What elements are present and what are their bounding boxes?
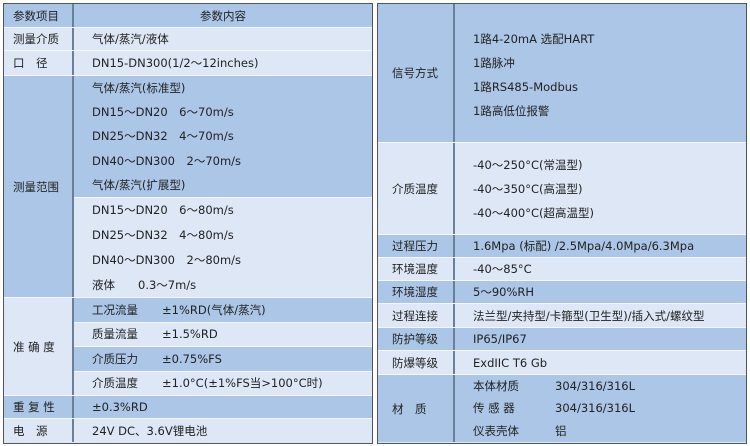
value: 24V DC、3.6V锂电池 <box>92 423 208 438</box>
value: 铝 <box>555 423 567 438</box>
row-power: 电 源 24V DC、3.6V锂电池 <box>4 419 372 442</box>
row-connection: 过程连接 法兰型/夹持型/卡箍型(卫生型)/插入式/螺纹型 <box>378 304 746 328</box>
value: ±0.75%FS <box>162 351 222 366</box>
label: 环境湿度 <box>378 281 455 303</box>
label: 过程压力 <box>378 235 455 257</box>
value: ±1.0°C(±1%FS当>100°C时) <box>162 376 323 391</box>
row-protection: 防护等级 IP65/IP67 <box>378 328 746 351</box>
value: ExdIIC T6 Gb <box>473 355 548 370</box>
value: 气体/蒸汽(标准型) <box>92 81 186 96</box>
row-signal: 信号方式 1路4-20mA 选配HART 1路脉冲 1路RS485-Modbus… <box>378 4 746 143</box>
value: -40～350°C(高温型) <box>473 181 583 196</box>
value: ±1%RD(气体/蒸汽) <box>162 302 266 317</box>
label: 材 质 <box>378 375 455 442</box>
value: 气体/蒸汽(扩展型) <box>92 177 186 192</box>
spec-table-right: 信号方式 1路4-20mA 选配HART 1路脉冲 1路RS485-Modbus… <box>377 3 747 444</box>
row-env-temp: 环境温度 -40～85°C <box>378 258 746 281</box>
label: 信号方式 <box>378 4 455 142</box>
label: 重 复 性 <box>4 396 74 418</box>
label: 环境温度 <box>378 258 455 280</box>
label: 测量范围 <box>4 76 74 297</box>
key: 质量流量 <box>92 327 138 342</box>
value: 1路RS485-Modbus <box>473 80 579 94</box>
value: DN25～DN32 4～80m/s <box>92 228 234 243</box>
label: 测量介质 <box>4 28 74 50</box>
value: DN15～DN20 6～70m/s <box>92 105 234 120</box>
value: -40～85°C <box>473 262 532 276</box>
row-repeatability: 重 复 性 ±0.3%RD <box>4 396 372 419</box>
header-content: 参数内容 <box>200 8 246 23</box>
key: 介质温度 <box>92 376 138 391</box>
value: ±0.3%RD <box>92 400 148 414</box>
key: 仪表壳体 <box>473 423 519 438</box>
value: 5～90%RH <box>473 285 535 299</box>
row-explosion: 防爆等级 ExdIIC T6 Gb <box>378 351 746 375</box>
value: 1路高低位报警 <box>473 104 550 118</box>
spec-table-left: 参数项目 参数内容 测量介质 气体/蒸汽/液体 口 径 DN15-DN300(1… <box>3 3 373 444</box>
value: 气体/蒸汽/液体 <box>92 32 169 46</box>
value: DN15-DN300(1/2～12inches) <box>92 56 259 70</box>
row-material: 材 质 本体材质 304/316/316L 传 感 器 304/316/316L 仪… <box>378 375 746 442</box>
label: 准 确 度 <box>4 298 74 395</box>
label: 防护等级 <box>378 328 455 350</box>
header-row: 参数项目 参数内容 <box>4 4 372 28</box>
label: 过程连接 <box>378 304 455 327</box>
value: DN40～DN300 2～70m/s <box>92 153 242 168</box>
row-range: 测量范围 气体/蒸汽(标准型) DN15～DN20 6～70m/s DN25～D… <box>4 76 372 298</box>
label: 电 源 <box>4 419 74 442</box>
row-env-humidity: 环境湿度 5～90%RH <box>378 281 746 304</box>
key: 传 感 器 <box>473 401 515 416</box>
label: 介质温度 <box>378 143 455 234</box>
row-medium-temp: 介质温度 -40～250°C(常温型) -40～350°C(高温型) -40～4… <box>378 143 746 235</box>
value: 法兰型/夹持型/卡箍型(卫生型)/插入式/螺纹型 <box>473 308 705 323</box>
row-bore: 口 径 DN15-DN300(1/2～12inches) <box>4 51 372 76</box>
value: -40～400°C(超高温型) <box>473 205 594 220</box>
value: IP65/IP67 <box>473 332 527 346</box>
value: ±1.5%RD <box>162 327 218 342</box>
value: DN15～DN20 6～80m/s <box>92 203 234 218</box>
header-item: 参数项目 <box>4 4 74 27</box>
value: -40～250°C(常温型) <box>473 157 583 172</box>
label: 防爆等级 <box>378 351 455 374</box>
row-pressure: 过程压力 1.6Mpa (标配) /2.5Mpa/4.0Mpa/6.3Mpa <box>378 235 746 258</box>
value: 液体 0.3～7m/s <box>92 277 197 292</box>
value: DN25～DN32 4～70m/s <box>92 129 234 144</box>
value: 304/316/316L <box>555 401 636 416</box>
value: 304/316/316L <box>555 379 636 394</box>
label: 口 径 <box>4 51 74 75</box>
value: DN40～DN300 2～80m/s <box>92 252 242 267</box>
value: 1路脉冲 <box>473 56 515 70</box>
key: 介质压力 <box>92 351 138 366</box>
row-medium: 测量介质 气体/蒸汽/液体 <box>4 28 372 51</box>
key: 工况流量 <box>92 302 138 317</box>
row-accuracy: 准 确 度 工况流量 ±1%RD(气体/蒸汽) 质量流量 ±1.5%RD 介质压力 ±… <box>4 298 372 396</box>
key: 本体材质 <box>473 379 519 394</box>
value: 1.6Mpa (标配) /2.5Mpa/4.0Mpa/6.3Mpa <box>473 239 695 253</box>
value: 1路4-20mA 选配HART <box>473 32 595 46</box>
